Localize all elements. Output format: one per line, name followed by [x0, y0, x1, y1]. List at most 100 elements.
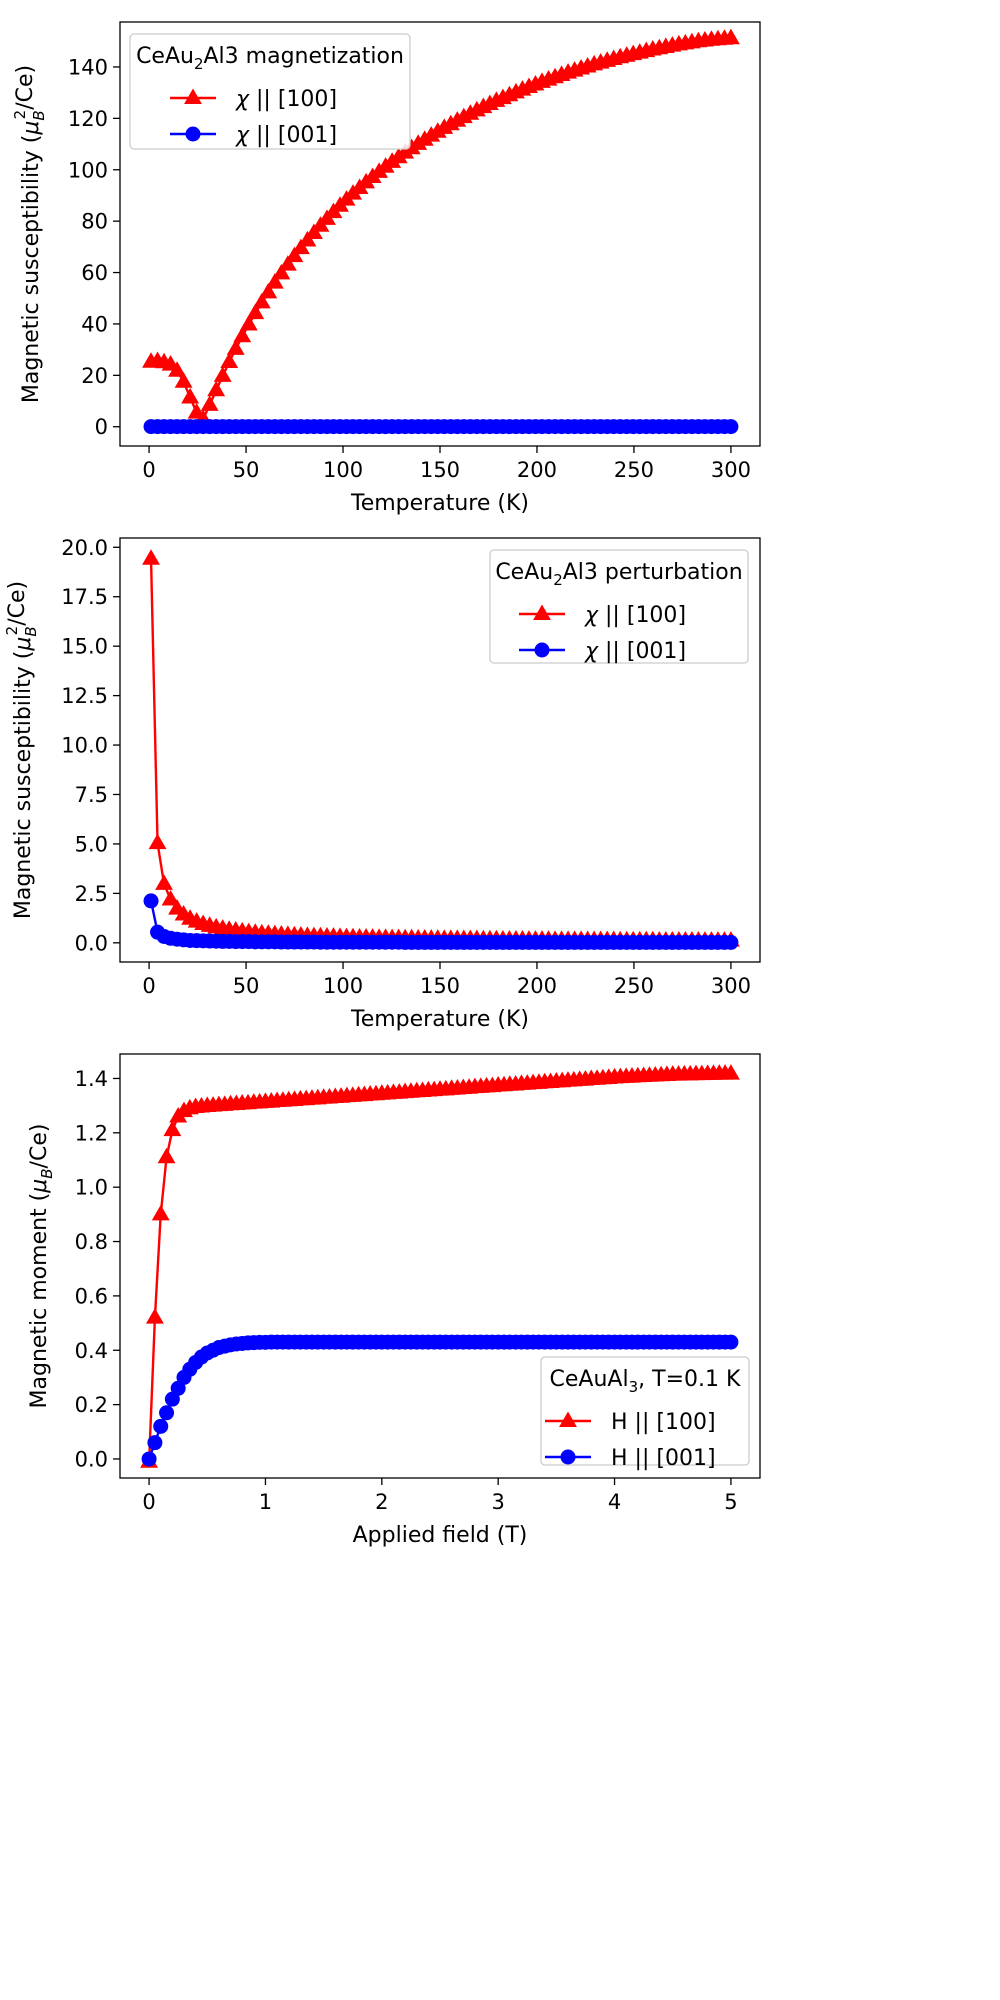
series-markers-2 — [143, 893, 739, 950]
y-tick-label: 0.4 — [75, 1339, 108, 1363]
y-tick-label: 1.2 — [75, 1121, 108, 1145]
triangle-point — [168, 361, 187, 377]
legend-entry-label: χ || [100] — [584, 603, 686, 628]
y-tick-label: 5.0 — [75, 832, 108, 856]
y-tick-label: 80 — [81, 210, 108, 234]
y-tick-label: 0.0 — [75, 931, 108, 955]
circle-point — [723, 934, 739, 950]
triangle-point — [239, 314, 258, 331]
y-tick-label: 10.0 — [61, 734, 108, 758]
circle-point — [141, 1451, 157, 1467]
x-tick-label: 4 — [608, 1490, 621, 1514]
series-markers-2 — [143, 419, 739, 435]
x-tick-label: 5 — [724, 1490, 737, 1514]
circle-point — [147, 1435, 163, 1451]
circle-point — [143, 893, 159, 909]
x-axis-label: Temperature (K) — [350, 491, 529, 516]
y-tick-label: 15.0 — [61, 635, 108, 659]
x-tick-label: 0 — [142, 1490, 155, 1514]
legend-entry-label: χ || [001] — [584, 639, 686, 664]
legend-entry-label: H || [001] — [611, 1446, 716, 1471]
triangle-point — [174, 372, 193, 388]
legend-entry-label: χ || [100] — [235, 87, 337, 112]
legend-title: CeAu2Al3 perturbation — [495, 560, 742, 589]
x-tick-label: 150 — [420, 974, 460, 998]
legend-circle-icon — [534, 642, 550, 658]
triangle-point — [155, 874, 174, 890]
y-tick-label: 12.5 — [61, 684, 108, 708]
legend-box — [129, 33, 411, 150]
x-tick-label: 200 — [517, 458, 557, 482]
triangle-point — [272, 263, 291, 280]
legend-circle-icon — [560, 1449, 576, 1465]
legend: CeAuAl3, T=0.1 K H || [100] H || [001] — [540, 1356, 750, 1471]
x-tick-label: 250 — [614, 974, 654, 998]
triangle-point — [246, 303, 265, 320]
y-tick-label: 7.5 — [75, 783, 108, 807]
circle-point — [723, 1334, 739, 1350]
legend-entry-label: χ || [001] — [235, 123, 337, 148]
x-axis-label: Applied field (T) — [353, 1523, 528, 1548]
x-tick-label: 100 — [323, 458, 363, 482]
x-tick-label: 50 — [233, 458, 260, 482]
legend-triangle-icon — [559, 1411, 577, 1428]
series-markers-1 — [142, 28, 740, 426]
x-tick-label: 300 — [711, 974, 751, 998]
y-tick-label: 17.5 — [61, 585, 108, 609]
x-tick-label: 150 — [420, 458, 460, 482]
y-tick-label: 0 — [95, 415, 108, 439]
y-tick-label: 1.4 — [75, 1067, 108, 1091]
y-axis-label: Magnetic moment (μB/Ce) — [27, 1124, 56, 1409]
chart-panel-1: 0 50 100 150 200 250 300 0 20 40 60 80 100 120 140 Temp… — [11, 21, 761, 516]
y-tick-label: 0.2 — [75, 1393, 108, 1417]
x-axis-label: Temperature (K) — [350, 1007, 529, 1032]
chart-panel-2: 0 50 100 150 200 250 300 0.0 2.5 5.0 7.5 10.0 12.5 15… — [3, 536, 761, 1032]
x-tick-label: 1 — [259, 1490, 272, 1514]
circle-point — [159, 1405, 175, 1421]
triangle-point — [142, 549, 160, 565]
triangle-point — [151, 1204, 170, 1221]
y-tick-label: 140 — [68, 55, 108, 79]
triangle-point — [163, 1120, 182, 1137]
triangle-point — [285, 246, 304, 263]
series-markers-2 — [141, 1334, 739, 1467]
y-tick-label: 40 — [81, 312, 108, 336]
x-tick-label: 250 — [614, 458, 654, 482]
y-tick-label: 1.0 — [75, 1176, 108, 1200]
y-tick-label: 60 — [81, 261, 108, 285]
x-tick-label: 0 — [142, 974, 155, 998]
y-tick-label: 2.5 — [75, 882, 108, 906]
legend-box — [489, 549, 749, 664]
legend-circle-icon — [185, 126, 201, 142]
triangle-point — [226, 339, 245, 355]
y-tick-label: 0.6 — [75, 1284, 108, 1308]
triangle-point — [721, 28, 740, 45]
triangle-point — [233, 326, 252, 343]
y-tick-label: 0.0 — [75, 1447, 108, 1471]
x-tick-label: 200 — [517, 974, 557, 998]
legend-entry-label: H || [100] — [611, 1410, 716, 1435]
chart-panel-3: 0 1 2 3 4 5 0.0 0.2 0.4 0.6 0.8 1.0 1.2 1.4 Applied fi… — [27, 1053, 761, 1548]
x-tick-label: 3 — [491, 1490, 504, 1514]
legend-triangle-icon — [184, 88, 202, 105]
triangle-point — [207, 380, 226, 397]
x-tick-label: 2 — [375, 1490, 388, 1514]
legend-triangle-icon — [533, 604, 551, 621]
axes-frame — [119, 1053, 761, 1479]
y-tick-label: 20 — [81, 364, 108, 388]
triangle-point — [291, 238, 310, 255]
triangle-point — [252, 292, 271, 309]
y-tick-label: 0.8 — [75, 1230, 108, 1254]
triangle-point — [181, 387, 200, 404]
triangle-point — [148, 833, 167, 850]
legend: CeAu2Al3 perturbation χ || [100] χ || [001… — [489, 549, 749, 664]
x-tick-label: 100 — [323, 974, 363, 998]
triangle-point — [157, 1147, 176, 1164]
triangle-point — [265, 273, 284, 289]
triangle-point — [200, 395, 219, 411]
legend-title: CeAuAl3, T=0.1 K — [550, 1367, 742, 1396]
triangle-point — [220, 352, 239, 368]
legend-title: CeAu2Al3 magnetization — [136, 44, 404, 73]
y-tick-label: 20.0 — [61, 536, 108, 560]
